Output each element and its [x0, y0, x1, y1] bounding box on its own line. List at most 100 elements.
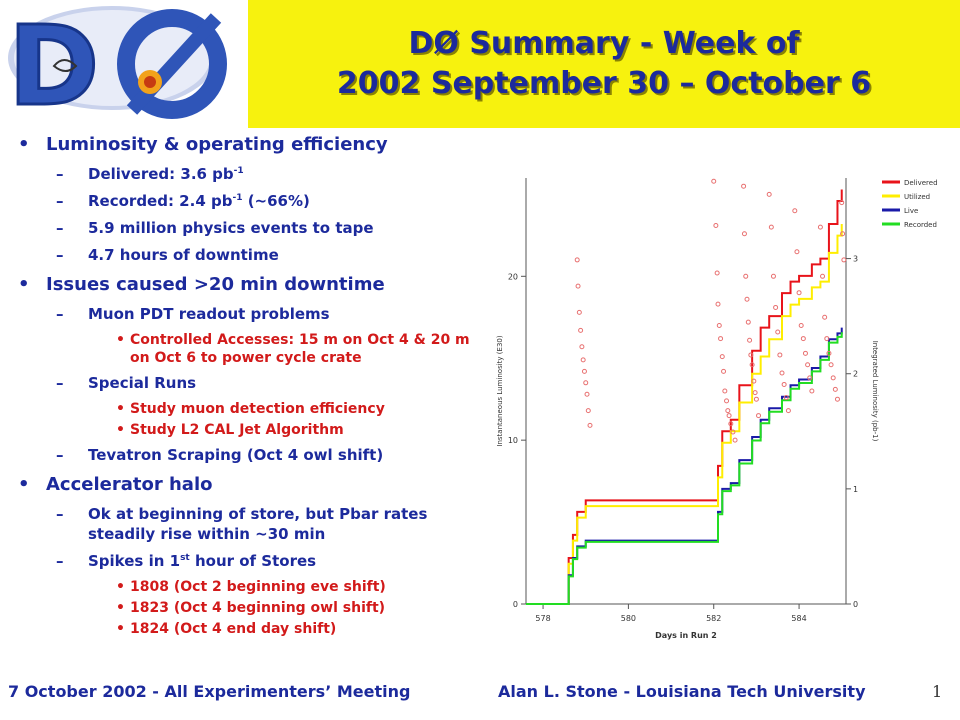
bullet-icon: •	[18, 134, 30, 155]
x-tick-label: 584	[791, 614, 806, 623]
instantaneous-point	[726, 413, 732, 419]
instantaneous-point	[779, 370, 785, 376]
legend-label: Live	[904, 207, 918, 215]
bullet-icon: •	[116, 579, 125, 595]
y-left-tick-label: 10	[508, 436, 518, 445]
dash-icon: –	[56, 219, 64, 237]
instantaneous-point	[768, 224, 774, 230]
x-tick-label: 582	[706, 614, 721, 623]
instantaneous-point	[826, 350, 832, 356]
superscript: st	[180, 553, 190, 563]
sub-bullet-item: – Delivered: 3.6 pb-1	[14, 164, 474, 184]
y-right-tick-label: 1	[853, 485, 858, 494]
sub-bullet-item: – Special Runs	[14, 373, 474, 393]
dash-icon: –	[56, 552, 64, 570]
instantaneous-point	[574, 257, 580, 263]
sub-bullet-text: Tevatron Scraping (Oct 4 owl shift)	[88, 446, 384, 464]
instantaneous-point	[794, 249, 800, 255]
instantaneous-point	[722, 388, 728, 394]
instantaneous-point	[580, 357, 586, 363]
instantaneous-point	[753, 396, 759, 402]
title-line-1: DØ Summary - Week of	[408, 26, 800, 61]
detail-item: • 1824 (Oct 4 end day shift)	[14, 620, 474, 638]
instantaneous-point	[828, 362, 834, 368]
bullet-icon: •	[116, 401, 125, 417]
instantaneous-point	[743, 273, 749, 279]
x-tick-label: 580	[621, 614, 636, 623]
sub-bullet-item: – Recorded: 2.4 pb-1 (~66%)	[14, 191, 474, 211]
instantaneous-point	[751, 378, 757, 384]
instantaneous-point	[783, 395, 789, 401]
instantaneous-point	[824, 336, 830, 342]
footer-author: Alan L. Stone - Louisiana Tech Universit…	[498, 682, 866, 701]
y-left-axis-label: Instantaneous Luminosity (E30)	[496, 335, 504, 446]
sub-bullet-item: – Spikes in 1st hour of Stores	[14, 551, 474, 571]
instantaneous-point	[781, 381, 787, 387]
svg-text:D: D	[8, 2, 99, 128]
series-line-utilized	[526, 224, 843, 605]
dash-icon: –	[56, 165, 64, 183]
detail-item: • Controlled Accesses: 15 m on Oct 4 & 20…	[14, 331, 474, 367]
bullet-text: Luminosity & operating efficiency	[46, 134, 388, 155]
sub-bullet-text: Spikes in 1	[88, 552, 181, 570]
instantaneous-point	[744, 296, 750, 302]
instantaneous-point	[841, 257, 847, 263]
instantaneous-point	[587, 422, 593, 428]
instantaneous-point	[745, 319, 751, 325]
sub-bullet-text: Delivered: 3.6 pb	[88, 165, 234, 183]
bullet-text: Accelerator halo	[46, 474, 213, 495]
instantaneous-point	[777, 352, 783, 358]
instantaneous-point	[839, 200, 845, 206]
instantaneous-point	[581, 368, 587, 374]
bullet-icon: •	[116, 422, 125, 438]
instantaneous-point	[809, 388, 815, 394]
bullet-icon: •	[116, 621, 125, 637]
detail-text: 1808 (Oct 2 beginning eve shift)	[130, 579, 386, 595]
y-right-tick-label: 2	[853, 370, 858, 379]
instantaneous-point	[792, 208, 798, 214]
y-right-axis-label: Integrated Luminosity (pb-1)	[871, 341, 879, 442]
bullet-icon: •	[18, 274, 30, 295]
y-left-tick-label: 20	[508, 272, 518, 281]
detail-text: 1824 (Oct 4 end day shift)	[130, 621, 337, 637]
dash-icon: –	[56, 305, 64, 323]
detail-item: • 1823 (Oct 4 beginning owl shift)	[14, 599, 474, 617]
instantaneous-point	[732, 437, 738, 443]
instantaneous-point	[715, 301, 721, 307]
instantaneous-point	[579, 344, 585, 350]
detail-text: Study L2 CAL Jet Algorithm	[130, 422, 344, 438]
y-right-tick-label: 3	[853, 255, 858, 264]
title-line-2: 2002 September 30 – October 6	[336, 66, 872, 101]
legend-label: Delivered	[904, 179, 938, 187]
instantaneous-point	[775, 329, 781, 335]
instantaneous-point	[713, 223, 719, 229]
sub-bullet-item: – 4.7 hours of downtime	[14, 245, 474, 265]
instantaneous-point	[585, 408, 591, 414]
superscript: -1	[232, 193, 243, 203]
dash-icon: –	[56, 374, 64, 392]
instantaneous-point	[773, 304, 779, 310]
detail-text: Controlled Accesses: 15 m on Oct 4 & 20 …	[130, 332, 470, 366]
bullet-item: • Issues caused >20 min downtime	[14, 272, 474, 298]
dash-icon: –	[56, 192, 64, 210]
instantaneous-point	[583, 380, 589, 386]
sub-bullet-text: Muon PDT readout problems	[88, 305, 330, 323]
instantaneous-point	[730, 429, 736, 435]
instantaneous-point	[718, 336, 724, 342]
sub-bullet-text: Ok at beginning of store, but Pbar rates…	[88, 505, 428, 543]
instantaneous-point	[725, 408, 731, 414]
instantaneous-point	[830, 375, 836, 381]
sub-bullet-text: Special Runs	[88, 374, 197, 392]
sub-bullet-text: 4.7 hours of downtime	[88, 246, 279, 264]
x-axis-label: Days in Run 2	[655, 631, 717, 640]
x-tick-label: 578	[535, 614, 550, 623]
instantaneous-point	[721, 368, 727, 374]
instantaneous-point	[817, 224, 823, 230]
bullet-icon: •	[116, 332, 125, 348]
sub-bullet-item: – Muon PDT readout problems	[14, 304, 474, 324]
slide-title: DØ Summary - Week of 2002 September 30 –…	[248, 24, 960, 104]
instantaneous-point	[575, 283, 581, 289]
instantaneous-point	[719, 354, 725, 360]
instantaneous-point	[724, 398, 730, 404]
instantaneous-point	[800, 336, 806, 342]
